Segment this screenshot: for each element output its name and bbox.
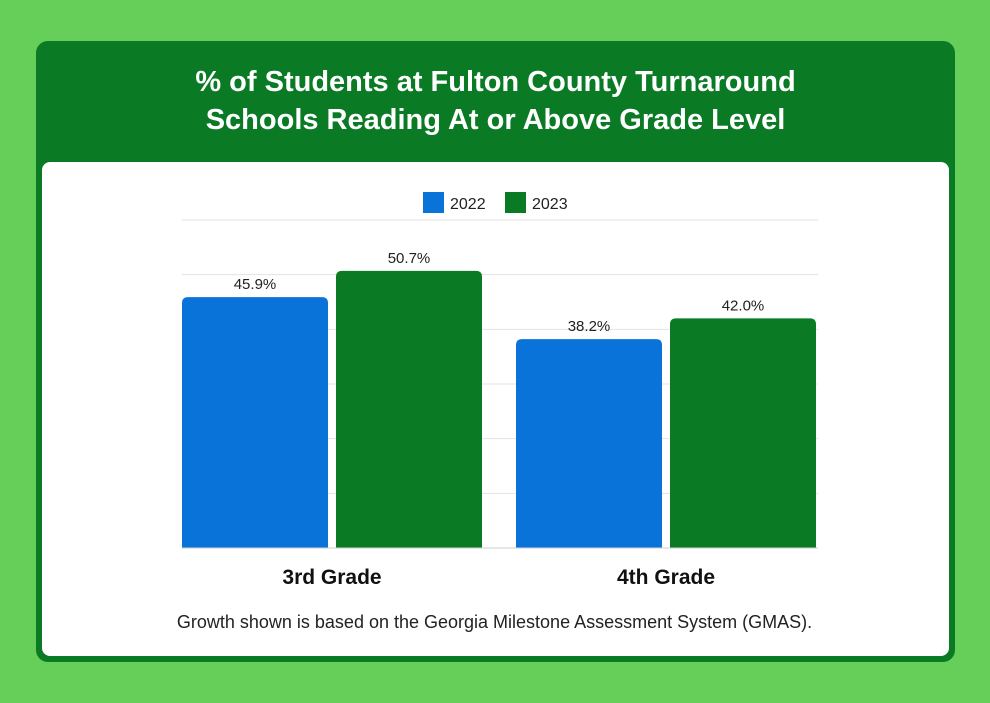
category-label: 3rd Grade: [282, 566, 381, 589]
bar-2022-1: [516, 339, 662, 548]
category-label: 4th Grade: [617, 566, 715, 589]
footnote: Growth shown is based on the Georgia Mil…: [176, 612, 813, 632]
legend-swatch-2022: [423, 192, 444, 213]
legend-swatch-2023: [505, 192, 526, 213]
bar-2022-0: [182, 297, 328, 548]
data-label: 50.7%: [388, 250, 431, 267]
legend-label-2022: 2022: [450, 196, 486, 213]
legend-label-2023: 2023: [532, 196, 568, 213]
bar-2023-0: [336, 270, 482, 548]
chart-header: % of Students at Fulton County Turnaroun…: [36, 41, 955, 161]
chart-title: % of Students at Fulton County Turnaroun…: [195, 66, 796, 136]
data-label: 38.2%: [568, 318, 611, 335]
data-label: 45.9%: [234, 276, 277, 293]
data-label: 42.0%: [722, 297, 765, 314]
bar-2023-1: [670, 318, 816, 548]
